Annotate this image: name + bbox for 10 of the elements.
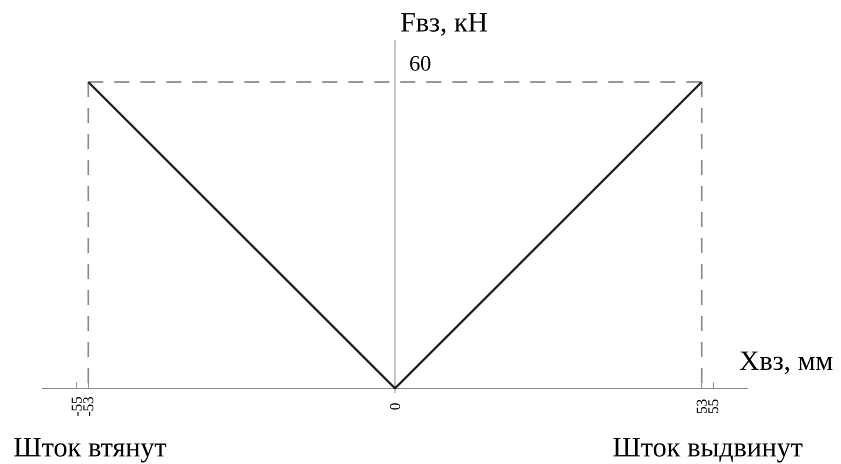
text: Шток выдвинут	[613, 438, 803, 462]
x-tick-label: -53	[83, 396, 94, 416]
x-tick-label: 53	[696, 399, 707, 414]
x-tick-label: -55	[72, 396, 82, 416]
text: 60	[410, 56, 430, 71]
text: Шток втянут	[14, 438, 166, 462]
y-axis-title: Fвз, кН	[401, 13, 488, 36]
x-tick-label: 55	[708, 399, 718, 414]
x-axis-title: Xвз, мм	[740, 352, 832, 374]
x-tick-label: 0	[390, 403, 400, 410]
